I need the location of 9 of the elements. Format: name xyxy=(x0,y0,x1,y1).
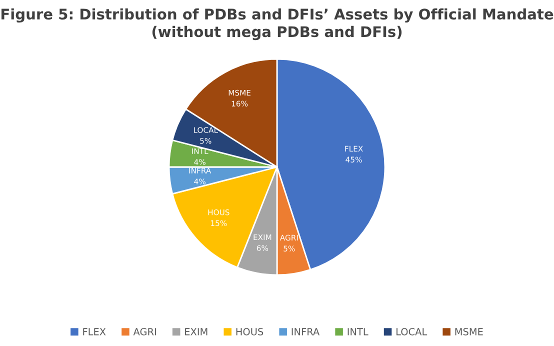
legend-label: INFRA xyxy=(292,328,320,336)
legend-label: LOCAL xyxy=(396,328,428,336)
legend-label: MSME xyxy=(455,328,483,336)
legend-label: EXIM xyxy=(185,328,208,336)
legend-label: HOUS xyxy=(236,328,264,336)
chart-title: Figure 5: Distribution of PDBs and DFIs’ Assets by Official Mandate (without mega PDBs and DFIs) xyxy=(2,8,554,40)
legend-label: FLEX xyxy=(83,328,106,336)
legend-label: AGRI xyxy=(133,328,156,336)
legend-label: INTL xyxy=(348,328,368,336)
